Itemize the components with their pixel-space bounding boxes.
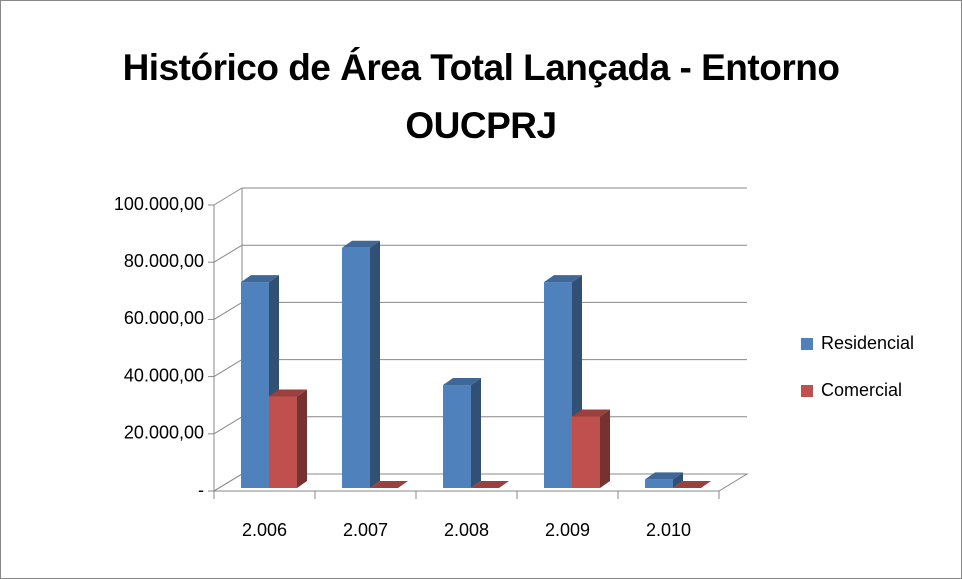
bar-side	[673, 472, 683, 488]
x-tick-label: 2.009	[545, 520, 590, 540]
bar-top	[443, 378, 481, 386]
bar-top	[572, 409, 610, 417]
grid-line-side	[213, 301, 243, 320]
legend-swatch	[801, 338, 813, 350]
grid-line-side	[213, 359, 243, 378]
grid-line-side	[213, 244, 243, 263]
bar-top	[342, 240, 380, 248]
bar-top	[269, 389, 307, 397]
bar-top	[471, 481, 509, 488]
bar-side	[600, 409, 610, 488]
bar-side	[370, 240, 380, 488]
bar	[269, 396, 297, 488]
legend-swatch	[801, 385, 813, 397]
y-tick-label: 20.000,00	[124, 423, 204, 443]
x-tick-label: 2.007	[343, 520, 388, 540]
grid-line-side	[213, 187, 243, 206]
x-tick-label: 2.008	[444, 520, 489, 540]
y-tick-label: -	[198, 480, 204, 500]
grid-line-side	[213, 416, 243, 435]
legend-label: Comercial	[821, 380, 902, 400]
chart-title: Histórico de Área Total Lançada - Entorn…	[122, 47, 840, 146]
y-tick-label: 80.000,00	[124, 251, 204, 271]
bar	[241, 282, 269, 488]
x-tick-label: 2.006	[242, 520, 287, 540]
bar	[342, 247, 370, 488]
y-tick-label: 40.000,00	[124, 365, 204, 385]
bar-side	[471, 378, 481, 488]
bar-top	[544, 275, 582, 283]
x-tick-label: 2.010	[646, 520, 691, 540]
bar	[443, 385, 471, 488]
bar-side	[297, 389, 307, 488]
bar	[645, 479, 673, 488]
grid-line-side	[213, 473, 243, 492]
legend-label: Residencial	[821, 333, 914, 353]
bar	[572, 416, 600, 488]
bar-top	[673, 481, 711, 488]
bar-top	[370, 481, 408, 488]
bar-top	[241, 275, 279, 283]
bar	[544, 282, 572, 488]
y-tick-label: 100.000,00	[114, 194, 204, 214]
bar-top	[645, 472, 683, 480]
y-tick-label: 60.000,00	[124, 308, 204, 328]
